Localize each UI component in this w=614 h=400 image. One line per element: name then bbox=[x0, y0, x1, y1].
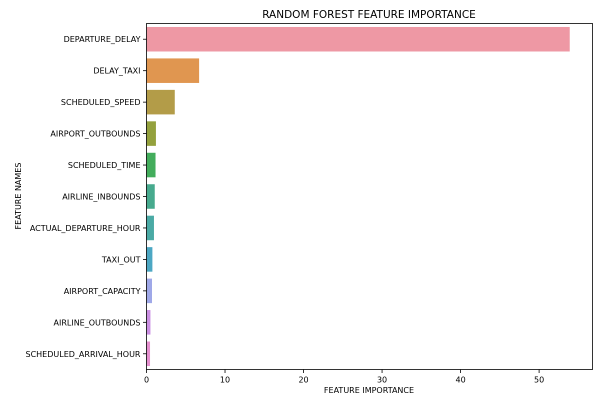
y-tick-label: AIRLINE_OUTBOUNDS bbox=[53, 318, 140, 327]
y-tick-label: DEPARTURE_DELAY bbox=[64, 35, 141, 44]
bar-airport-outbounds bbox=[146, 121, 156, 146]
x-axis-ticks: 0 10 20 30 40 50 bbox=[144, 369, 544, 385]
y-tick-label: SCHEDULED_ARRIVAL_HOUR bbox=[26, 350, 141, 359]
chart-title: RANDOM FOREST FEATURE IMPORTANCE bbox=[262, 9, 476, 21]
y-tick-label: SCHEDULED_SPEED bbox=[61, 98, 141, 107]
x-tick-label: 50 bbox=[534, 376, 544, 385]
y-tick-label: TAXI_OUT bbox=[101, 255, 141, 264]
y-tick-label: DELAY_TAXI bbox=[93, 67, 140, 76]
x-tick-label: 20 bbox=[298, 376, 308, 385]
bar-taxi-out bbox=[146, 247, 153, 272]
bar-delay-taxi bbox=[146, 58, 200, 83]
x-tick-label: 30 bbox=[377, 376, 387, 385]
bar-airline-outbounds bbox=[146, 310, 151, 335]
x-axis-label: FEATURE IMPORTANCE bbox=[324, 386, 414, 395]
y-tick-label: AIRPORT_OUTBOUNDS bbox=[50, 130, 140, 139]
y-tick-label: AIRPORT_CAPACITY bbox=[64, 287, 141, 296]
bar-airline-inbounds bbox=[146, 184, 155, 209]
bar-scheduled-arrival-hour bbox=[146, 341, 151, 367]
bar-actual-departure-hour bbox=[146, 215, 154, 241]
y-tick-label: AIRLINE_INBOUNDS bbox=[62, 193, 140, 202]
bars-group bbox=[146, 26, 570, 367]
y-axis-label: FEATURE NAMES bbox=[14, 163, 23, 230]
bar-scheduled-speed bbox=[146, 89, 175, 115]
x-tick-label: 0 bbox=[144, 376, 149, 385]
y-axis-ticks: DEPARTURE_DELAY DELAY_TAXI SCHEDULED_SPEED… bbox=[26, 35, 147, 359]
x-tick-label: 10 bbox=[220, 376, 230, 385]
bar-departure-delay bbox=[146, 26, 570, 52]
y-tick-label: ACTUAL_DEPARTURE_HOUR bbox=[30, 224, 141, 233]
plot-area-frame bbox=[146, 23, 593, 370]
bar-scheduled-time bbox=[146, 152, 156, 178]
bar-airport-capacity bbox=[146, 278, 152, 304]
x-tick-label: 40 bbox=[455, 376, 465, 385]
y-tick-label: SCHEDULED_TIME bbox=[68, 161, 141, 170]
